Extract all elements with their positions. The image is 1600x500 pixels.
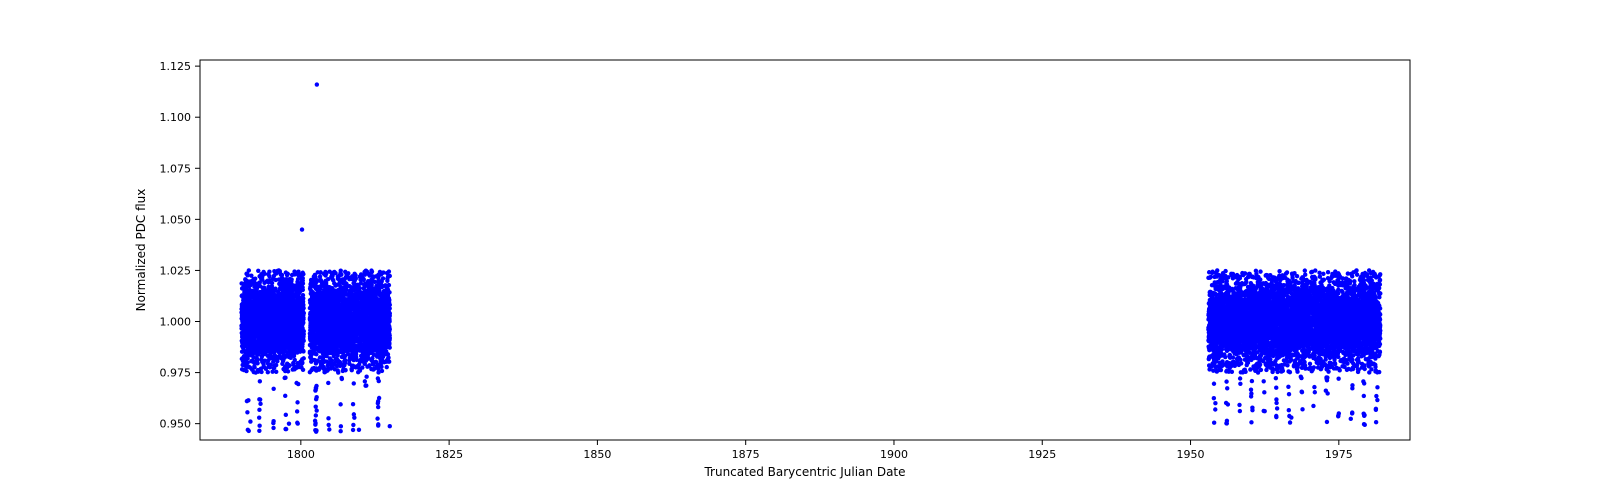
svg-text:1.025: 1.025 [160,264,192,277]
svg-text:1925: 1925 [1028,448,1056,461]
chart-background [0,0,1600,500]
svg-text:1.125: 1.125 [160,60,192,73]
y-axis-label: Normalized PDC flux [134,189,148,312]
lightcurve-chart: 1800 1825 1850 1875 1900 1925 1950 1975 0.950 0.9… [0,0,1600,500]
svg-text:1900: 1900 [880,448,908,461]
svg-text:1.000: 1.000 [160,316,192,329]
svg-text:1950: 1950 [1177,448,1205,461]
svg-text:1850: 1850 [583,448,611,461]
svg-text:1.050: 1.050 [160,213,192,226]
plot-svg: 1800 1825 1850 1875 1900 1925 1950 1975 0.950 0.9… [0,0,1600,500]
svg-text:1875: 1875 [732,448,760,461]
svg-text:1800: 1800 [287,448,315,461]
x-axis-label: Truncated Barycentric Julian Date [703,465,905,479]
svg-text:1825: 1825 [435,448,463,461]
svg-text:0.950: 0.950 [160,418,192,431]
svg-text:1975: 1975 [1325,448,1353,461]
svg-text:1.100: 1.100 [160,111,192,124]
svg-text:1.075: 1.075 [160,162,192,175]
svg-text:0.975: 0.975 [160,367,192,380]
